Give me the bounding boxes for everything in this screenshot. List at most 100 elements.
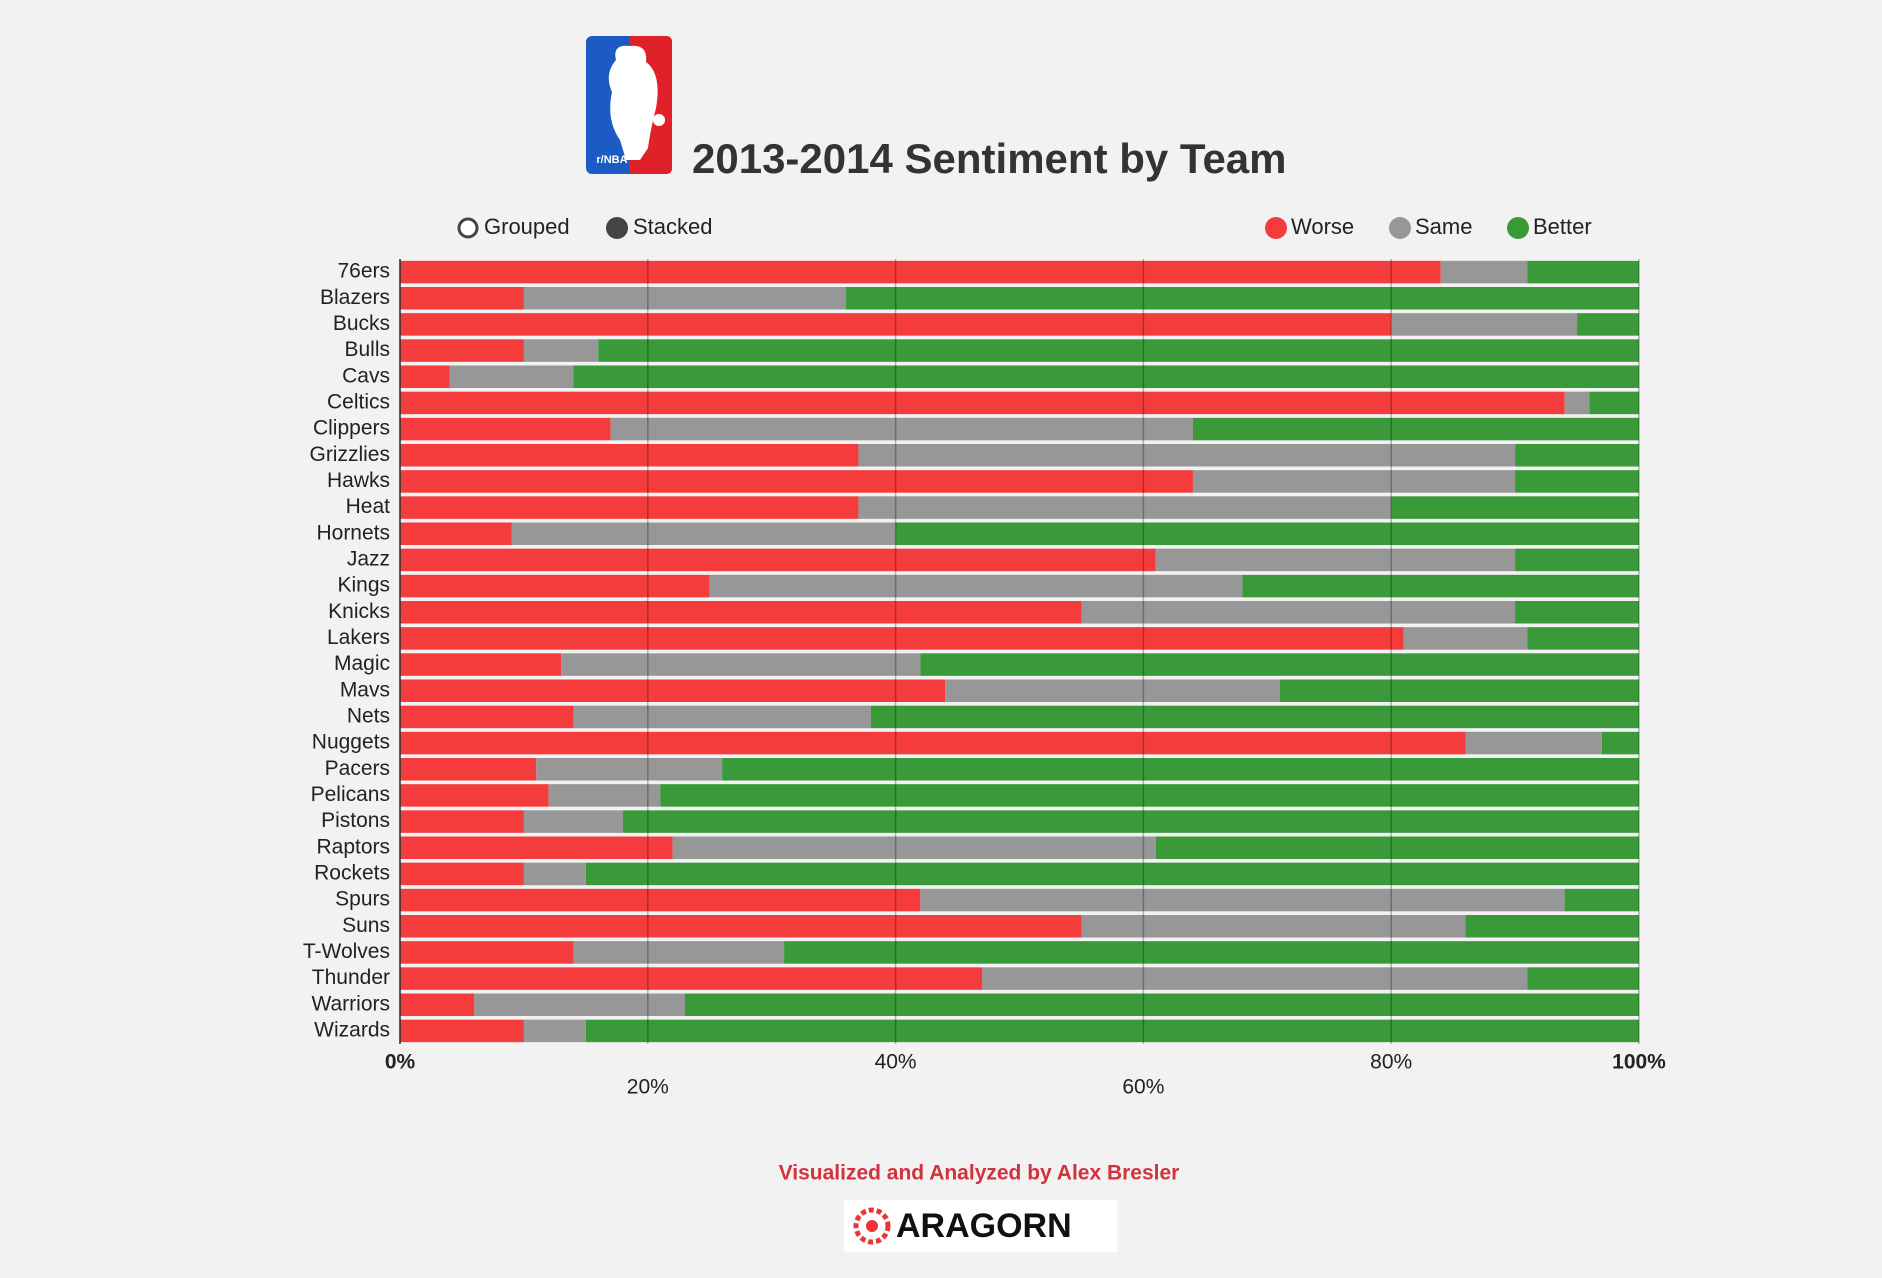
bar-segment: [536, 757, 723, 781]
x-tick-label: 100%: [1612, 1051, 1666, 1074]
bar-segment: [400, 339, 524, 362]
bar-segment: [400, 365, 450, 389]
bar-segment: [1403, 627, 1528, 650]
credit: Visualized and Analyzed by Alex Bresler: [779, 1162, 1180, 1185]
bar-segment: [1242, 574, 1639, 598]
bar-segment: [400, 784, 549, 807]
bar-segment: [573, 705, 871, 729]
bar-segment: [1564, 391, 1590, 415]
legend-swatch[interactable]: [1507, 217, 1529, 239]
x-tick-label: 60%: [1122, 1076, 1164, 1099]
bar-segment: [858, 496, 1392, 519]
logo-ball: [653, 114, 665, 126]
bar-segment: [400, 548, 1156, 572]
y-tick-label: Pelicans: [311, 783, 390, 806]
y-tick-label: Hawks: [327, 469, 390, 492]
bar-segment: [400, 967, 983, 990]
bar-segment: [400, 862, 524, 886]
bar-segment: [1527, 260, 1639, 284]
y-tick-label: Lakers: [327, 626, 390, 649]
controls[interactable]: Grouped Stacked: [457, 214, 713, 239]
logo: r/NBA: [586, 36, 672, 174]
bar-segment: [400, 679, 946, 703]
bar-segment: [400, 574, 710, 598]
bar-segment: [523, 810, 624, 833]
bar-segment: [1155, 836, 1639, 860]
bar-segment: [1527, 627, 1639, 650]
legend-label[interactable]: Same: [1415, 214, 1472, 239]
bar-segment: [400, 653, 562, 676]
bar-segment: [1279, 679, 1639, 703]
y-tick-label: Magic: [334, 652, 390, 675]
bar-segment: [610, 417, 1193, 441]
brand-mark-center: [866, 1220, 878, 1232]
legend-label[interactable]: Worse: [1291, 214, 1354, 239]
y-tick-label: Clippers: [313, 417, 390, 440]
bar-segment: [722, 757, 1639, 781]
y-tick-label: T-Wolves: [303, 940, 390, 963]
y-tick-label: Nets: [347, 704, 390, 727]
bar-segment: [400, 888, 921, 912]
bar-segment: [1564, 888, 1639, 912]
y-tick-label: Spurs: [335, 888, 390, 911]
bar-segment: [400, 522, 512, 546]
stacked-radio[interactable]: [606, 217, 628, 239]
bar-segment: [1155, 548, 1516, 572]
bar-segment: [585, 1019, 1639, 1043]
y-tick-label: Thunder: [312, 966, 390, 989]
bar-segment: [573, 365, 1640, 389]
bar-segment: [1440, 260, 1528, 284]
y-tick-label: 76ers: [337, 260, 390, 283]
bar-segment: [895, 522, 1639, 546]
legend-swatch[interactable]: [1265, 217, 1287, 239]
bar-segment: [400, 731, 1466, 755]
bar-segment: [400, 600, 1082, 624]
y-tick-label: Kings: [337, 574, 390, 597]
bar-segment: [561, 653, 921, 676]
bar-segment: [982, 967, 1528, 990]
bar-segment: [474, 993, 685, 1017]
bar-segment: [1577, 313, 1639, 336]
y-tick-label: Mavs: [340, 678, 390, 701]
bar-segment: [400, 810, 524, 833]
y-tick-label: Wizards: [314, 1018, 390, 1041]
y-tick-label: Heat: [346, 495, 391, 518]
y-tick-label: Pistons: [321, 809, 390, 832]
bar-segment: [1515, 470, 1639, 493]
bar-segment: [548, 784, 661, 807]
bar-segment: [400, 836, 673, 860]
bar-segment: [511, 522, 896, 546]
bar-segment: [400, 496, 859, 519]
bar-segment: [400, 443, 859, 467]
bar-segment: [400, 286, 524, 310]
y-tick-label: Pacers: [325, 757, 390, 780]
bar-segment: [400, 417, 611, 441]
y-tick-label: Grizzlies: [309, 443, 390, 466]
bar-segment: [400, 993, 475, 1017]
bar-segment: [920, 888, 1565, 912]
y-tick-label: Hornets: [316, 521, 390, 544]
y-tick-label: Blazers: [320, 286, 390, 309]
bar-segment: [400, 313, 1392, 336]
bar-segment: [684, 993, 1639, 1017]
legend-swatch[interactable]: [1389, 217, 1411, 239]
bar-segment: [400, 941, 574, 964]
bar-segment: [1515, 600, 1639, 624]
logo-label: r/NBA: [596, 154, 627, 166]
legend-label[interactable]: Better: [1533, 214, 1592, 239]
bar-segment: [1081, 914, 1466, 938]
bar-segment: [523, 286, 847, 310]
bar-segment: [1192, 470, 1516, 493]
bar-segment: [1391, 496, 1639, 519]
bar-segment: [870, 705, 1639, 729]
bar-segment: [598, 339, 1639, 362]
control-label[interactable]: Stacked: [633, 214, 713, 239]
y-tick-label: Jazz: [347, 547, 390, 570]
grouped-radio[interactable]: [457, 217, 479, 239]
control-label[interactable]: Grouped: [484, 214, 570, 239]
bar-segment: [1589, 391, 1639, 415]
bar-segment: [400, 627, 1404, 650]
bar-segment: [945, 679, 1280, 703]
brand-mark: [853, 1207, 891, 1245]
